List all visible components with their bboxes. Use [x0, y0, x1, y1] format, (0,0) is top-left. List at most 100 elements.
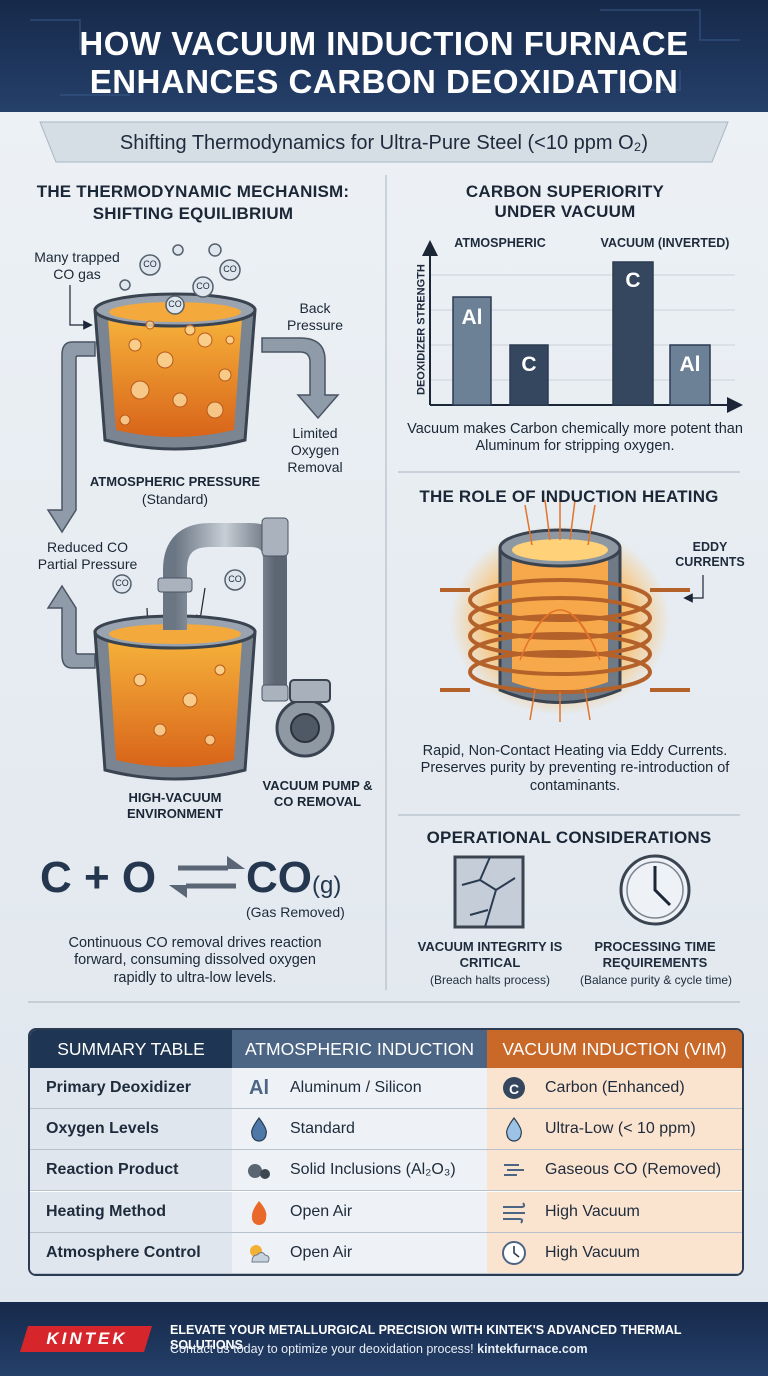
cell-text: Ultra-Low (< 10 ppm)	[545, 1120, 696, 1138]
label: Many trapped CO gas	[34, 249, 120, 282]
icon-part	[251, 1200, 267, 1225]
equilibrium-arrows	[168, 856, 246, 898]
label: HIGH-VACUUM ENVIRONMENT	[126, 790, 224, 821]
icon-part	[504, 1164, 524, 1177]
bubble-label: CO	[196, 281, 210, 291]
icon-part	[503, 1077, 525, 1099]
dividers	[28, 175, 740, 1003]
table-cell: Solid Inclusions (Al₂O₃)	[232, 1150, 487, 1192]
label: Reduced CO Partial Pressure	[37, 539, 138, 572]
table-cell: Open Air	[232, 1232, 487, 1274]
table-cell: Gaseous CO (Removed)	[487, 1150, 742, 1192]
equation-state: (g)	[312, 872, 342, 899]
url: kintekfurnace.com	[477, 1342, 588, 1356]
group-label: VACUUM (INVERTED)	[600, 236, 730, 250]
carbon-chart	[422, 240, 743, 413]
row-icon	[251, 1117, 267, 1142]
section-title: THE ROLE OF INDUCTION HEATING	[419, 487, 719, 506]
icon-part: C	[509, 1081, 519, 1097]
icon-part	[251, 1117, 267, 1142]
icon-part	[248, 1164, 262, 1179]
icon-part	[506, 1117, 522, 1142]
bubble-label: CO	[228, 574, 242, 584]
equation-right: CO	[246, 853, 312, 902]
header-cell: ATMOSPHERIC INDUCTION	[232, 1030, 487, 1068]
row-icon	[506, 1117, 522, 1142]
table-cell: Primary Deoxidizer	[30, 1068, 232, 1109]
subtitle: Shifting Thermodynamics for Ultra-Pure S…	[119, 132, 649, 154]
row-icon	[504, 1164, 524, 1177]
row-icon	[250, 1244, 270, 1263]
header-cell: VACUUM INDUCTION (VIM)	[487, 1030, 742, 1068]
row-label: Atmosphere Control	[46, 1243, 201, 1261]
footer-band	[0, 1302, 768, 1376]
cell-text: Gaseous CO (Removed)	[545, 1161, 722, 1179]
caption: Continuous CO removal drives reaction fo…	[68, 935, 322, 986]
footer-contact: Contact us today to optimize your deoxid…	[170, 1342, 588, 1357]
table-cell: Heating Method	[30, 1191, 232, 1233]
row-label: Primary Deoxidizer	[46, 1079, 191, 1096]
note: (Breach halts process)	[429, 973, 551, 987]
row-label: Heating Method	[46, 1202, 166, 1220]
label: ATMOSPHERIC PRESSURE	[89, 474, 261, 489]
icon-part	[260, 1169, 270, 1180]
bar-label: C	[625, 269, 641, 292]
row-icon	[502, 1240, 526, 1265]
equation-left: C + O	[40, 853, 157, 902]
table-cell: Ultra-Low (< 10 ppm)	[487, 1109, 742, 1151]
table-cell: Al Aluminum / Silicon	[232, 1068, 487, 1109]
contact-text: Contact us today to optimize your deoxid…	[170, 1342, 474, 1356]
bubble-label: CO	[168, 299, 182, 309]
table-cell: C Carbon (Enhanced)	[487, 1068, 742, 1109]
flow-arrows	[46, 337, 340, 669]
label: VACUUM INTEGRITY IS CRITICAL	[417, 939, 563, 970]
row-icon: Al	[249, 1077, 269, 1099]
table-cell: High Vacuum	[487, 1191, 742, 1233]
equation-note: (Gas Removed)	[246, 904, 345, 920]
icon-part	[503, 1201, 526, 1224]
title-line: ENHANCES CARBON DEOXIDATION	[89, 63, 679, 100]
icon-part: Al	[249, 1077, 269, 1099]
bar-label: Al	[679, 353, 701, 376]
table-cell: Reaction Product	[30, 1150, 232, 1192]
caption: Vacuum makes Carbon chemically more pote…	[407, 421, 743, 455]
cell-text: Open Air	[290, 1243, 353, 1261]
row-label: Reaction Product	[46, 1161, 179, 1179]
group-label: ATMOSPHERIC	[454, 236, 546, 250]
header-band	[0, 0, 768, 163]
label: Limited Oxygen Removal	[287, 425, 343, 475]
footer-headline: ELEVATE YOUR METALLURGICAL PRECISION WIT…	[170, 1323, 682, 1352]
row-icon	[251, 1200, 267, 1225]
bubble-label: CO	[223, 264, 237, 274]
cell-text: Open Air	[290, 1202, 353, 1220]
atmospheric-crucible	[93, 243, 257, 451]
bar-label: Al	[461, 306, 483, 329]
bubble-label: CO	[143, 259, 157, 269]
icon-part	[251, 1251, 270, 1263]
header-cell: SUMMARY TABLE	[30, 1030, 232, 1068]
logo: KINTEK	[46, 1329, 128, 1348]
title-line: HOW VACUUM INDUCTION FURNACE	[79, 25, 689, 62]
cell-text: High Vacuum	[545, 1202, 640, 1220]
cell-text: High Vacuum	[545, 1243, 640, 1261]
y-axis-label: DEOXIDIZER STRENGTH	[415, 264, 428, 395]
row-icon	[503, 1201, 526, 1224]
bubble-label: CO	[115, 578, 129, 588]
cell-text: Aluminum / Silicon	[290, 1079, 422, 1096]
row-icon	[248, 1164, 270, 1180]
summary-table: SUMMARY TABLE ATMOSPHERIC INDUCTION VACUUM…	[28, 1028, 744, 1276]
table-cell: High Vacuum	[487, 1232, 742, 1274]
vacuum-integrity-icon	[453, 855, 525, 929]
section-title: SHIFTING EQUILIBRIUM	[92, 204, 294, 223]
table-cell: Open Air	[232, 1191, 487, 1233]
processing-time-icon	[619, 854, 691, 926]
section-title: CARBON SUPERIORITY UNDER VACUUM	[465, 182, 665, 222]
cell-text: Carbon (Enhanced)	[545, 1079, 685, 1096]
cell-text: Solid Inclusions (Al₂O₃)	[290, 1161, 456, 1179]
induction-coil	[440, 498, 704, 722]
label: EDDY CURRENTS	[675, 540, 745, 569]
caption: Rapid, Non-Contact Heating via Eddy Curr…	[420, 743, 730, 794]
